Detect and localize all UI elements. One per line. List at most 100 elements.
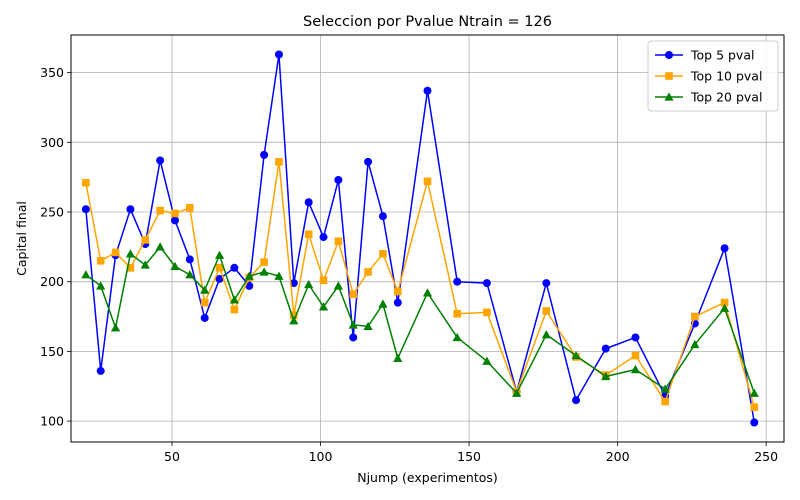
x-tick-label: 100 — [309, 449, 333, 464]
data-point — [661, 397, 669, 406]
data-point — [423, 177, 432, 186]
data-point — [720, 298, 729, 307]
data-point — [140, 260, 150, 269]
data-point — [274, 50, 283, 59]
data-point — [141, 236, 150, 244]
x-tick-label: 200 — [606, 449, 630, 464]
data-point — [318, 302, 329, 311]
series-line — [85, 161, 756, 408]
y-tick-label: 300 — [40, 135, 64, 150]
data-point — [452, 332, 462, 342]
data-point — [541, 330, 551, 339]
data-point — [215, 274, 224, 283]
data-point — [111, 248, 120, 257]
data-point — [289, 279, 298, 288]
data-point — [482, 279, 491, 288]
data-point — [631, 351, 640, 360]
data-point — [483, 308, 491, 317]
series-3 — [81, 242, 759, 397]
data-point — [542, 307, 551, 315]
data-point — [229, 295, 239, 304]
data-point — [96, 257, 105, 265]
data-point — [81, 205, 90, 214]
data-point — [230, 305, 239, 314]
data-point — [364, 157, 373, 166]
data-point — [512, 388, 522, 397]
data-point — [453, 309, 462, 318]
data-point — [96, 366, 105, 375]
legend-item: Top 10 pval — [655, 69, 762, 84]
legend-label: Top 5 pval — [690, 48, 754, 63]
data-point — [333, 281, 343, 290]
data-point — [334, 175, 343, 184]
data-point — [125, 249, 136, 258]
data-point — [304, 279, 314, 289]
data-point — [304, 198, 313, 207]
y-axis-label: Capital final — [14, 201, 29, 276]
data-point — [349, 290, 358, 299]
data-point — [334, 237, 343, 246]
data-point — [244, 271, 254, 280]
data-point — [363, 321, 373, 330]
data-point — [453, 277, 462, 286]
y-tick-label: 150 — [40, 344, 64, 359]
data-point — [200, 285, 210, 294]
data-point — [422, 288, 433, 297]
data-point — [96, 281, 106, 290]
data-point — [126, 263, 135, 272]
legend: Top 5 pval Top 10 pval Top 20 pval — [647, 40, 779, 112]
series-1 — [81, 50, 759, 427]
data-point — [719, 303, 730, 312]
axes-frame — [70, 34, 785, 443]
data-point — [110, 323, 121, 332]
data-point — [155, 242, 165, 251]
data-point — [571, 350, 581, 360]
series-layer — [81, 50, 759, 427]
data-point — [186, 204, 194, 212]
data-point — [245, 281, 254, 290]
legend-label: Top 20 pval — [690, 90, 762, 105]
data-point — [542, 279, 551, 288]
data-point — [200, 313, 209, 322]
legend-marker — [664, 92, 674, 101]
data-point — [290, 311, 298, 319]
x-tick-label: 150 — [457, 449, 481, 464]
data-point — [156, 156, 165, 165]
data-point — [601, 344, 610, 353]
chart-title: Seleccion por Pvalue Ntrain = 126 — [303, 14, 552, 30]
data-point — [749, 388, 759, 397]
data-point — [690, 339, 700, 349]
y-tick-label: 350 — [40, 65, 64, 80]
data-point — [691, 312, 699, 321]
data-point — [364, 268, 372, 276]
data-point — [319, 233, 328, 242]
data-point — [378, 299, 388, 308]
data-point — [170, 216, 179, 225]
ticks: 50 100 150 200 250 100 150 200 250 300 350 — [40, 65, 778, 464]
data-point — [379, 250, 387, 258]
legend-marker — [665, 72, 673, 80]
data-point — [482, 356, 492, 365]
legend-item: Top 5 pval — [655, 48, 754, 63]
legend-item: Top 20 pval — [655, 90, 762, 105]
data-point — [82, 178, 90, 187]
data-point — [393, 298, 402, 307]
data-point — [750, 403, 759, 411]
data-point — [750, 418, 759, 427]
legend-marker — [665, 51, 673, 59]
data-point — [170, 261, 180, 271]
legend-box — [647, 40, 779, 112]
y-tick-label: 200 — [40, 274, 64, 289]
data-point — [393, 287, 402, 296]
data-point — [275, 158, 283, 166]
data-point — [660, 384, 670, 393]
legend-label: Top 10 pval — [690, 69, 762, 84]
data-point — [230, 263, 239, 272]
data-point — [348, 320, 358, 329]
data-point — [572, 396, 581, 405]
y-tick-label: 250 — [40, 205, 64, 220]
data-point — [156, 206, 164, 215]
grid — [71, 35, 784, 442]
data-point — [214, 250, 225, 259]
data-point — [126, 205, 135, 214]
